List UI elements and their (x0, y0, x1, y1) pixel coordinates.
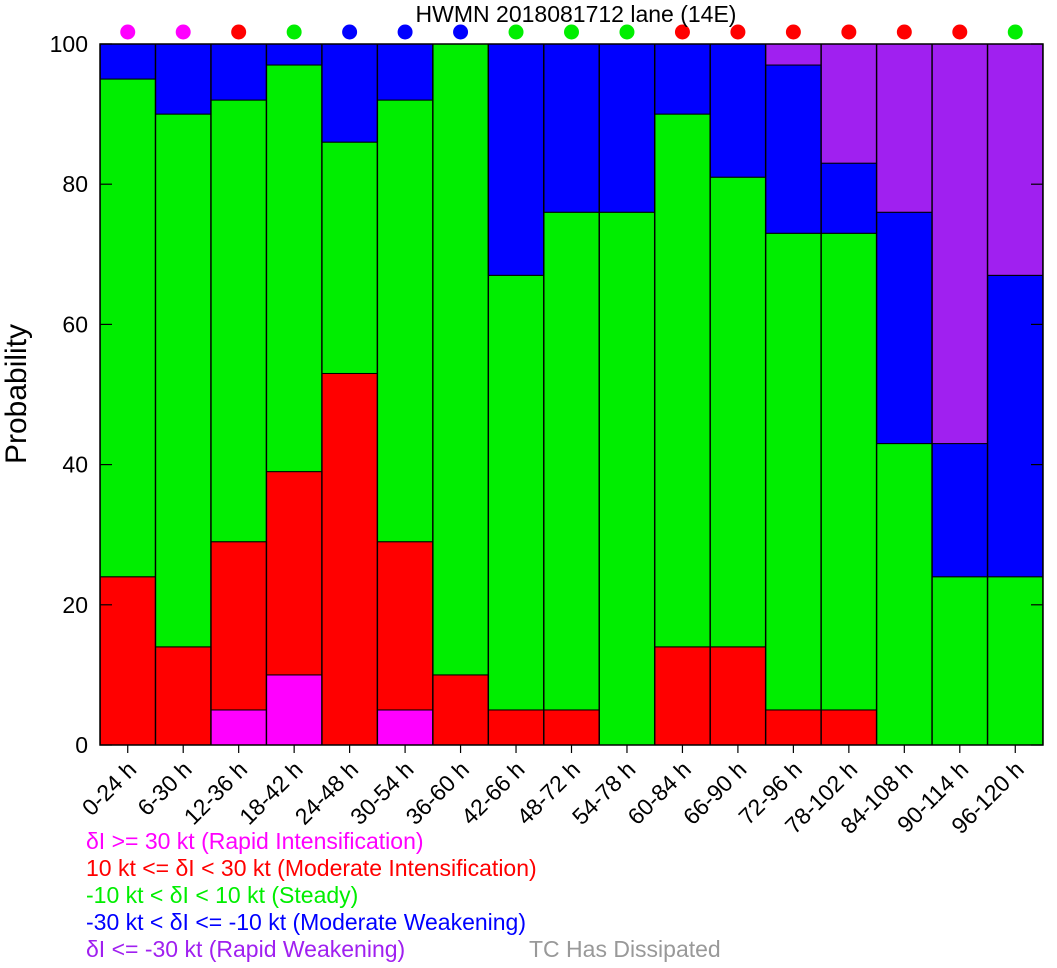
category-dot-4 (342, 24, 358, 40)
category-dot-8 (564, 24, 579, 40)
bar-segment-st-9 (598, 211, 655, 746)
bar-segment-mw-15 (931, 443, 988, 578)
bar-segment-mi-5 (377, 541, 434, 711)
bar-segment-rw-15 (931, 43, 988, 445)
category-dot-14 (896, 24, 912, 40)
bar-segment-mw-1 (155, 43, 212, 115)
bar-segment-mi-4 (321, 372, 378, 746)
bar-segment-rw-16 (987, 43, 1044, 276)
bar-segment-mi-7 (488, 709, 545, 746)
bar-segment-mw-14 (876, 211, 933, 445)
chart-title: HWMN 2018081712 lane (14E) (416, 1, 737, 27)
category-dot-7 (508, 24, 524, 40)
bar-segment-st-4 (321, 141, 378, 374)
legend-steady: -10 kt < δI < 10 kt (Steady) (86, 882, 359, 908)
bar-segment-st-0 (99, 78, 156, 578)
bar-segment-mw-7 (488, 43, 545, 276)
category-dot-9 (619, 24, 635, 40)
category-dot-2 (231, 24, 247, 40)
bar-segment-mi-11 (709, 646, 766, 746)
bar-segment-mw-0 (99, 43, 156, 80)
legend-moderate-weakening: -30 kt < δI <= -10 kt (Moderate Weakenin… (86, 909, 527, 935)
category-dot-16 (1007, 24, 1023, 40)
bar-segment-mi-8 (543, 709, 600, 746)
bar-segment-st-16 (987, 576, 1044, 746)
y-tick-label-5: 100 (50, 31, 88, 57)
bars-layer (99, 43, 1044, 746)
category-dot-13 (841, 24, 857, 40)
bar-segment-mw-2 (210, 43, 267, 101)
bar-segment-mi-0 (99, 576, 156, 746)
bar-segment-st-14 (876, 443, 933, 746)
bar-segment-rw-12 (765, 43, 822, 66)
bar-segment-mw-5 (377, 43, 434, 101)
bar-segment-st-13 (820, 232, 877, 711)
y-tick-label-1: 20 (62, 592, 88, 618)
bar-segment-st-10 (654, 113, 711, 648)
category-dot-5 (397, 24, 413, 40)
bar-segment-ri-3 (266, 674, 323, 746)
category-dot-1 (175, 24, 191, 40)
bar-segment-st-11 (709, 176, 766, 648)
category-dots (120, 24, 1023, 40)
y-tick-label-0: 0 (75, 732, 88, 758)
bar-segment-st-5 (377, 99, 434, 543)
bar-segment-ri-5 (377, 709, 434, 746)
bar-segment-st-1 (155, 113, 212, 648)
legend-moderate-intensification: 10 kt <= δI < 30 kt (Moderate Intensific… (86, 855, 537, 881)
bar-segment-mw-16 (987, 274, 1044, 578)
bar-segment-mw-13 (820, 162, 877, 234)
y-axis-label: Probability (0, 324, 33, 464)
bar-segment-ri-2 (210, 709, 267, 746)
category-dot-15 (952, 24, 968, 40)
legend-rapid-weakening: δI <= -30 kt (Rapid Weakening) (86, 936, 406, 962)
bar-segment-mw-10 (654, 43, 711, 115)
bar-segment-mw-12 (765, 64, 822, 234)
bar-segment-mi-2 (210, 541, 267, 711)
bar-segment-mw-4 (321, 43, 378, 143)
y-tick-label-2: 40 (62, 452, 88, 478)
bar-segment-st-6 (432, 43, 489, 676)
bar-segment-st-8 (543, 211, 600, 711)
y-tick-label-3: 60 (62, 311, 88, 337)
bar-segment-st-2 (210, 99, 267, 543)
bar-segment-mi-1 (155, 646, 212, 746)
x-tick-label-0: 0-24 h (77, 756, 142, 821)
bar-segment-mi-12 (765, 709, 822, 746)
bar-segment-mi-10 (654, 646, 711, 746)
bar-segment-st-3 (266, 64, 323, 473)
bar-segment-mw-3 (266, 43, 323, 66)
bar-segment-st-12 (765, 232, 822, 711)
category-dot-0 (120, 24, 136, 40)
bar-segment-rw-14 (876, 43, 933, 213)
category-dot-6 (453, 24, 469, 40)
bar-segment-st-7 (488, 274, 545, 711)
bar-segment-mw-8 (543, 43, 600, 213)
bar-segment-mi-6 (432, 674, 489, 746)
bar-segment-mi-3 (266, 471, 323, 676)
bar-segment-rw-13 (820, 43, 877, 164)
bar-segment-st-15 (931, 576, 988, 746)
y-tick-label-4: 80 (62, 171, 88, 197)
category-dot-11 (730, 24, 746, 40)
bar-segment-mw-9 (598, 43, 655, 213)
legend-dissipated: TC Has Dissipated (529, 936, 721, 962)
legend-rapid-intensification: δI >= 30 kt (Rapid Intensification) (86, 828, 424, 854)
bar-segment-mi-13 (820, 709, 877, 746)
category-dot-10 (674, 24, 690, 40)
bar-segment-mw-11 (709, 43, 766, 178)
category-dot-3 (286, 24, 302, 40)
category-dot-12 (785, 24, 801, 40)
